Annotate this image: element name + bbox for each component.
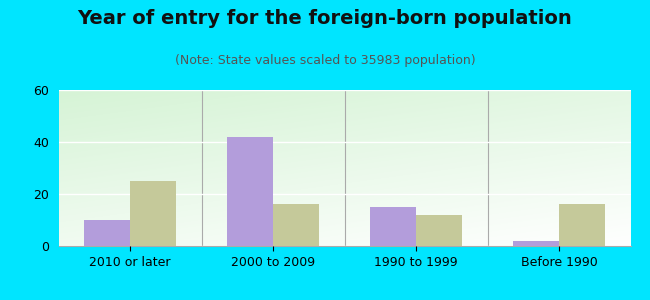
Bar	[227, 137, 273, 246]
Bar	[559, 204, 604, 246]
Text: Year of entry for the foreign-born population: Year of entry for the foreign-born popul…	[77, 9, 573, 28]
Bar	[84, 220, 130, 246]
Bar	[514, 241, 559, 246]
Bar	[273, 204, 318, 246]
Bar	[370, 207, 416, 246]
Bar	[130, 181, 176, 246]
Text: (Note: State values scaled to 35983 population): (Note: State values scaled to 35983 popu…	[175, 54, 475, 67]
Bar	[416, 215, 462, 246]
